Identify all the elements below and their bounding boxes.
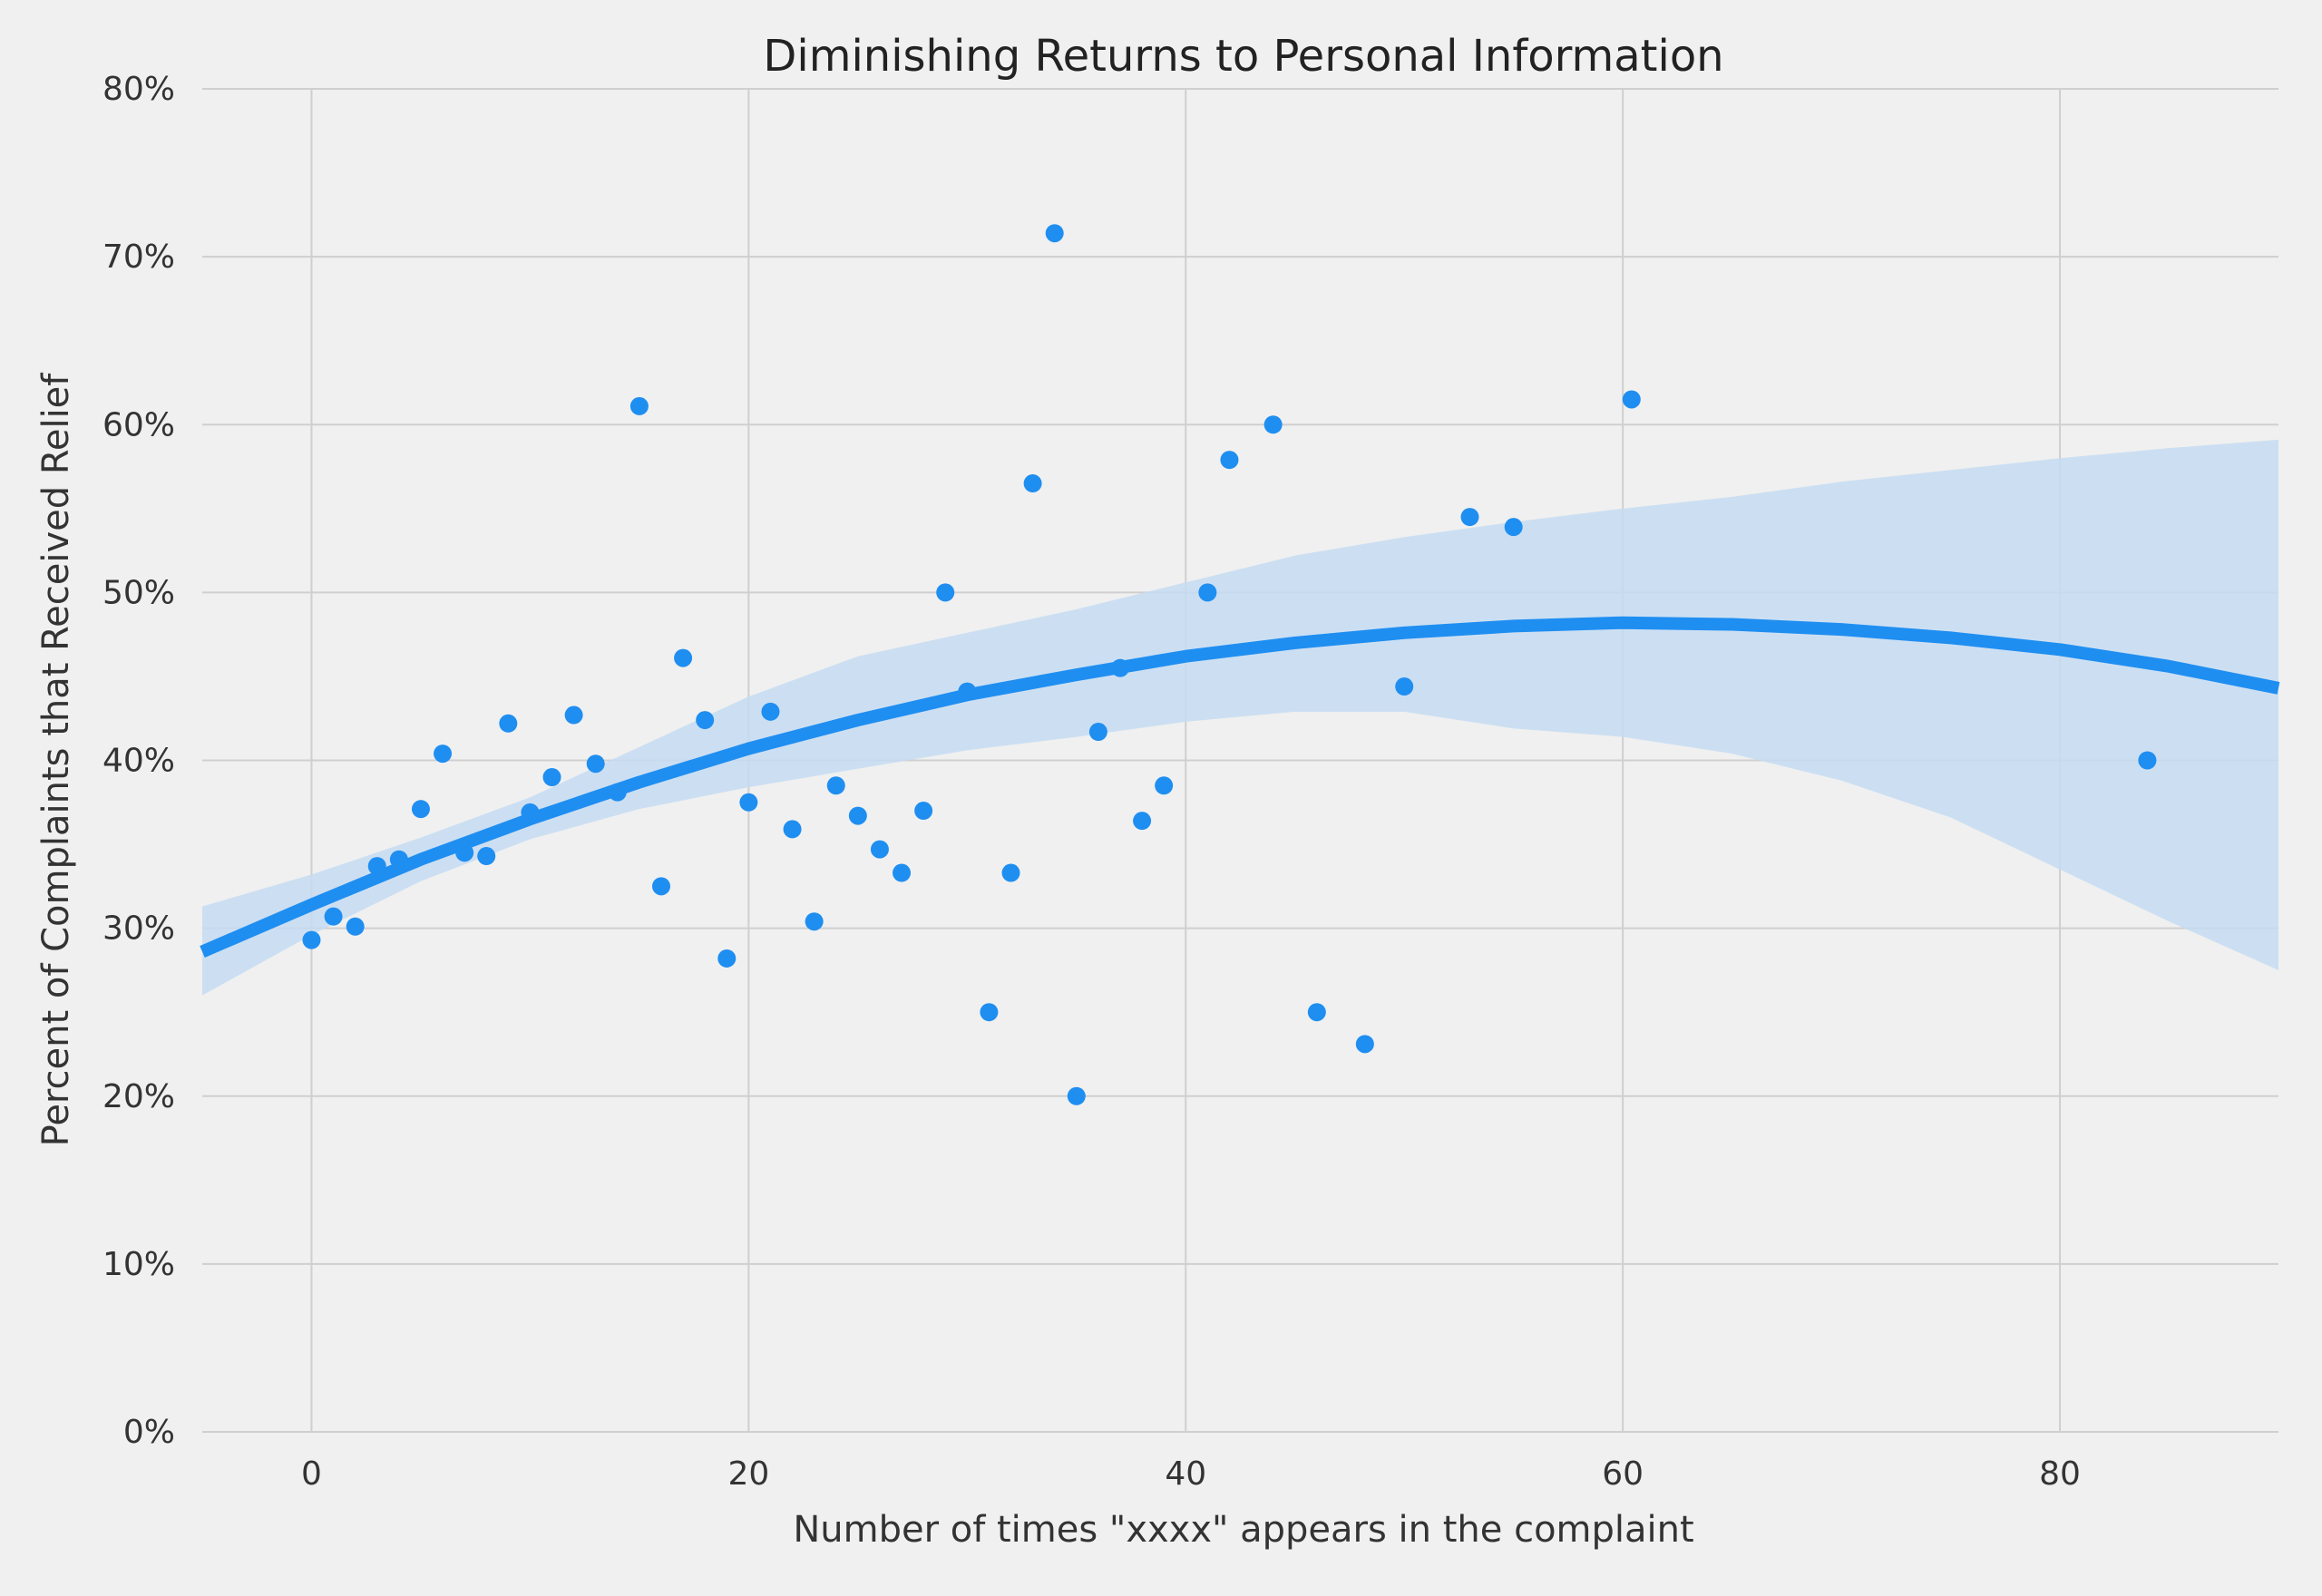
scatter-point [564,706,583,725]
x-tick-label: 60 [1602,1455,1644,1493]
scatter-point [608,783,627,802]
scatter-point [367,857,386,876]
scatter-point [1088,723,1107,742]
confidence-band-layer [202,439,2278,996]
scatter-point [936,583,955,602]
scatter-point [542,768,561,787]
fit-line-layer [200,616,2280,958]
scatter-point [324,907,343,926]
scatter-point [1110,658,1129,677]
y-tick-label: 30% [102,910,175,948]
scatter-point [805,912,824,931]
y-tick-label: 80% [102,71,175,108]
tick-labels: 0% 10% 20% 30% 40% 50% 60% 70% 80% 0 20 40 60 80 [102,71,2081,1493]
scatter-point [739,793,758,812]
scatter-point [674,648,693,667]
regression-fit-line [200,616,2280,958]
y-tick-label: 0% [123,1414,175,1451]
x-axis-label: Number of times "xxxx" appears in the co… [793,1509,1693,1551]
scatter-point [826,776,845,795]
scatter-point [1045,224,1064,243]
scatter-point [783,820,802,839]
scatter-point [761,702,780,721]
scatter-point [1001,863,1020,882]
scatter-point [302,930,321,949]
scatter-point [1504,518,1523,537]
scatter-point [411,800,430,819]
scatter-point [1220,451,1239,470]
scatter-point [389,850,408,869]
scatter-point [586,754,605,774]
scatter-point [1355,1035,1374,1054]
scatter-point [696,711,715,730]
scatter-point [1460,508,1479,527]
chart-title: Diminishing Returns to Personal Informat… [763,31,1723,82]
data-points [302,224,2157,1105]
x-tick-label: 20 [727,1455,769,1493]
y-tick-label: 70% [102,238,175,276]
scatter-point [980,1003,999,1022]
scatter-point [1395,677,1414,696]
y-tick-label: 20% [102,1078,175,1115]
y-tick-label: 50% [102,574,175,611]
scatter-point [1133,812,1152,831]
scatter-point [346,917,365,936]
scatter-point [848,806,867,825]
scatter-point [1307,1003,1326,1022]
scatter-point [651,877,670,896]
scatter-point [1263,415,1283,434]
scatter-point [1622,390,1641,409]
scatter-point [1067,1086,1086,1105]
confidence-band [202,439,2278,996]
scatter-point [893,863,912,882]
scatter-point [455,843,474,862]
scatter-point [914,802,933,821]
scatter-point [1023,474,1042,493]
scatter-point [870,840,889,859]
y-axis-label: Percent of Complaints that Received Reli… [35,373,77,1147]
y-tick-label: 40% [102,743,175,780]
scatter-point [717,949,737,968]
scatter-point [477,847,496,866]
scatter-point [2138,751,2157,770]
scatter-point [434,744,453,764]
scatter-point [629,396,649,415]
scatter-point [521,803,540,822]
scatter-point [958,682,977,701]
x-tick-label: 40 [1165,1455,1206,1493]
scatter-point [1155,776,1174,795]
scatter-point [1198,583,1217,602]
x-tick-label: 80 [2039,1455,2081,1493]
x-tick-label: 0 [301,1455,322,1493]
y-tick-label: 10% [102,1246,175,1283]
scatter-point [499,714,518,733]
y-tick-label: 60% [102,406,175,443]
